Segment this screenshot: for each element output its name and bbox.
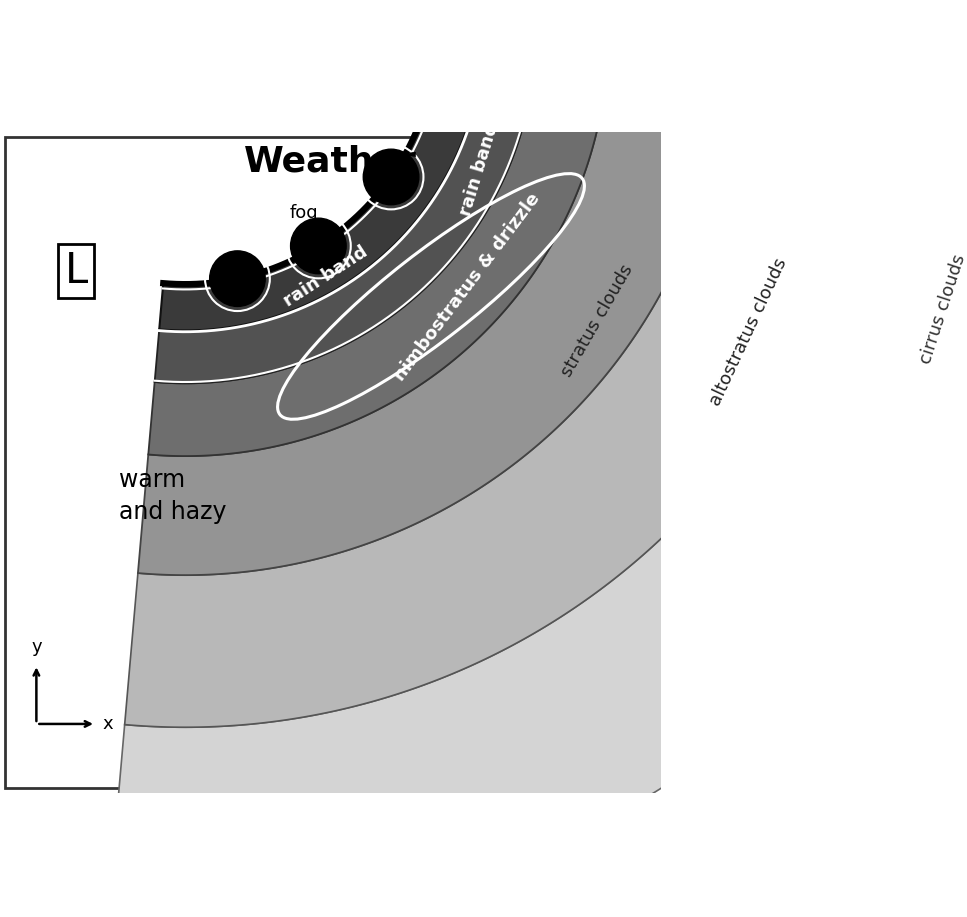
Polygon shape (125, 0, 880, 727)
Polygon shape (160, 7, 483, 330)
Text: altostratus clouds: altostratus clouds (707, 256, 791, 409)
FancyBboxPatch shape (5, 138, 656, 788)
Text: y: y (31, 638, 42, 657)
Polygon shape (138, 0, 727, 575)
Circle shape (210, 251, 265, 306)
Text: warm
and hazy: warm and hazy (119, 468, 226, 524)
Text: stratus clouds: stratus clouds (557, 261, 636, 381)
Text: rain band: rain band (280, 242, 371, 310)
Text: cirrus clouds: cirrus clouds (917, 251, 967, 366)
Circle shape (364, 149, 419, 204)
Text: x: x (103, 715, 113, 733)
Polygon shape (155, 2, 536, 383)
Text: L: L (65, 250, 88, 292)
Text: rain band: rain band (456, 121, 502, 218)
Text: nimbostratus & drizzle: nimbostratus & drizzle (392, 190, 544, 384)
Text: Weather: Weather (245, 145, 417, 179)
Text: fog: fog (289, 204, 318, 222)
Circle shape (290, 218, 346, 274)
Polygon shape (148, 0, 608, 456)
Polygon shape (107, 0, 967, 917)
